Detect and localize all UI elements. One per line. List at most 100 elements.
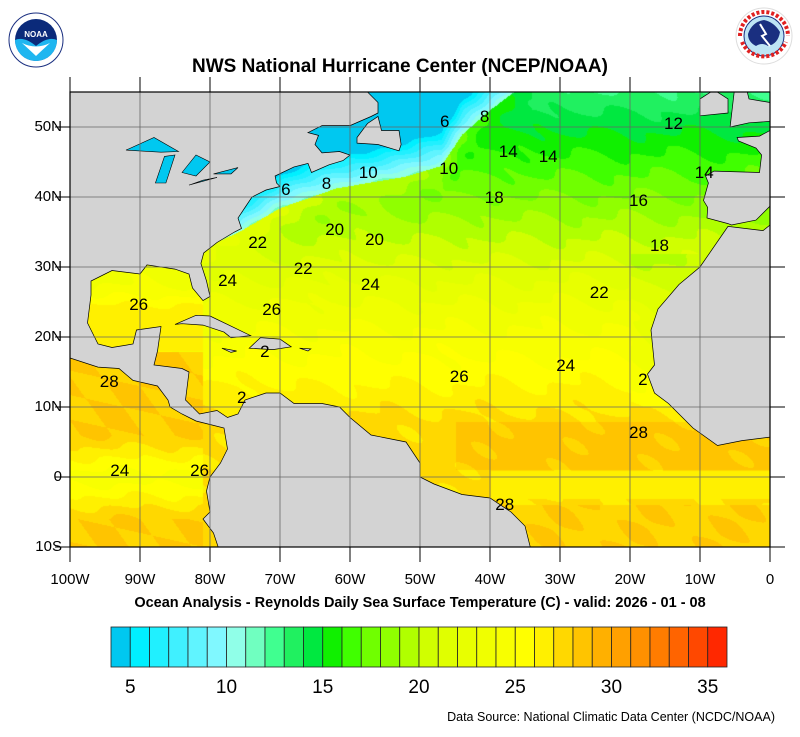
contour-label: 14 — [694, 163, 714, 183]
lon-label: 70W — [264, 571, 296, 588]
lon-label: 100W — [50, 571, 90, 588]
colorbar-bin — [707, 626, 728, 668]
map-title: NWS National Hurricane Center (NCEP/NOAA… — [192, 56, 608, 77]
colorbar-bin — [264, 626, 285, 668]
contour-label: 8 — [479, 107, 490, 127]
colorbar-bin — [476, 626, 497, 668]
contour-label: 2 — [237, 387, 247, 407]
land-great-britain — [729, 92, 770, 128]
colorbar-bin — [129, 626, 150, 668]
data-source: Data Source: National Climatic Data Cent… — [447, 710, 775, 724]
contour-label: 12 — [664, 114, 683, 134]
land-jamaica — [221, 347, 237, 353]
contour-label: 16 — [629, 191, 648, 211]
contour-label: 24 — [556, 355, 576, 375]
colorbar-bin — [206, 626, 227, 668]
colorbar-tick-label: 10 — [215, 677, 238, 698]
colorbar-bin — [149, 626, 170, 668]
contour-label: 28 — [495, 495, 515, 514]
contour-label: 26 — [262, 299, 282, 319]
contour-label: 2 — [638, 369, 648, 389]
contour-label: 24 — [218, 271, 238, 290]
colorbar-bin — [226, 626, 247, 668]
colorbar-bin — [668, 626, 689, 668]
colorbar-bin — [303, 626, 324, 668]
map-subtitle: Ocean Analysis - Reynolds Daily Sea Surf… — [134, 595, 706, 611]
contour-label: 2 — [260, 341, 270, 361]
colorbar-bin — [591, 626, 612, 668]
nws-logo — [735, 7, 793, 65]
colorbar-bin — [322, 626, 343, 668]
lon-label: 80W — [194, 571, 226, 588]
lat-label: 30N — [34, 258, 62, 275]
contour-label: 24 — [110, 460, 130, 480]
great-lake — [125, 137, 180, 153]
colorbar-bin — [283, 626, 304, 668]
colorbar — [110, 626, 728, 668]
contour-label: 6 — [281, 180, 291, 199]
land-europe — [703, 130, 770, 226]
colorbar-tick-label: 20 — [408, 677, 430, 698]
colorbar-bin — [245, 626, 266, 668]
colorbar-bin — [168, 626, 189, 668]
contour-label: 26 — [449, 366, 469, 386]
lat-label: 0 — [53, 468, 62, 485]
land-americas — [70, 92, 531, 547]
grid-lines — [55, 77, 785, 562]
lat-label: 50N — [34, 118, 62, 135]
lon-label: 60W — [334, 571, 366, 588]
contour-label: 18 — [650, 236, 669, 255]
land-ireland — [699, 92, 729, 117]
land-cuba — [174, 314, 252, 339]
contour-label: 14 — [538, 147, 558, 167]
colorbar-bin — [534, 626, 555, 668]
colorbar-bin — [514, 626, 535, 668]
contour-label: 22 — [248, 233, 268, 253]
lat-label: 20N — [34, 328, 62, 345]
colorbar-tick-label: 5 — [124, 677, 136, 698]
great-lake — [213, 167, 239, 175]
lon-label: 0 — [765, 571, 775, 588]
colorbar-bin — [341, 626, 362, 668]
colorbar-bin — [380, 626, 401, 668]
lat-label: 10S — [35, 538, 62, 555]
map-frame — [69, 91, 771, 548]
lon-label: 20W — [614, 571, 646, 588]
colorbar-tick-label: 15 — [312, 677, 334, 698]
lon-label: 90W — [124, 571, 156, 588]
colorbar-tick-label: 30 — [600, 677, 623, 698]
colorbar-bin — [611, 626, 632, 668]
colorbar-bin — [399, 626, 420, 668]
lat-label: 10N — [34, 398, 62, 415]
colorbar-bin — [418, 626, 439, 668]
land-newfoundland — [356, 115, 402, 152]
land-puerto-rico — [299, 347, 312, 352]
lat-label: 40N — [34, 188, 62, 205]
contour-label: 28 — [99, 371, 119, 391]
colorbar-bin — [360, 626, 381, 668]
colorbar-bin — [553, 626, 574, 668]
svg-text:NOAA: NOAA — [24, 30, 48, 39]
noaa-logo: NOAA — [8, 12, 64, 68]
great-lake — [154, 154, 176, 184]
lon-label: 30W — [544, 571, 576, 588]
colorbar-bin — [630, 626, 651, 668]
contour-label: 20 — [325, 219, 345, 239]
contour-label: 26 — [129, 294, 149, 314]
colorbar-bin — [495, 626, 516, 668]
colorbar-tick-label: 25 — [504, 677, 526, 698]
land-africa — [647, 224, 770, 446]
contour-label: 28 — [629, 422, 648, 442]
contour-label: 20 — [365, 229, 385, 249]
lon-label: 50W — [404, 571, 436, 588]
lon-label: 40W — [474, 571, 506, 588]
contour-label: 14 — [498, 142, 518, 162]
land-masses — [70, 92, 770, 547]
contour-label: 18 — [484, 187, 504, 207]
colorbar-bin — [572, 626, 593, 668]
colorbar-bin — [187, 626, 208, 668]
contour-label: 22 — [293, 259, 313, 279]
colorbar-bin — [688, 626, 709, 668]
colorbar-tick-label: 35 — [697, 677, 719, 698]
lon-label: 10W — [684, 571, 716, 588]
